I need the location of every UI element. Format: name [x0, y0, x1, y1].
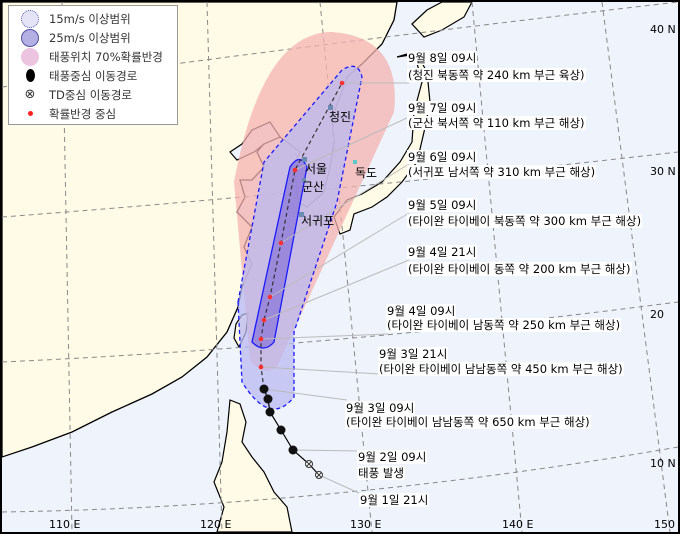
wind-25ms-area: [251, 158, 308, 349]
legend-item: 태풍위치 70%확률반경: [17, 47, 177, 66]
legend-item: ⊗ TD중심 이동경로: [17, 85, 177, 104]
lon-label: 120 E: [200, 518, 232, 531]
center-dot: [258, 364, 264, 370]
forecast-time: 9월 4일 21시: [407, 245, 478, 259]
forecast-desc: 태풍 발생: [357, 466, 405, 480]
city-markers: [299, 105, 357, 217]
lat-label: 30 N: [650, 165, 676, 178]
solid-circle-icon: [21, 28, 39, 47]
forecast-desc: (청진 북동쪽 약 240 km 부근 육상): [407, 68, 586, 82]
forecast-desc: (타이완 타이베이 동쪽 약 200 km 부근 해상): [407, 262, 632, 276]
red-dot-icon: [27, 111, 33, 116]
legend-item: 확률반경 중심: [17, 104, 177, 123]
typhoon-icon: [288, 445, 298, 455]
probability-centers: [258, 80, 345, 370]
lon-label: 140 E: [502, 518, 534, 531]
typhoon-icon: [263, 394, 273, 404]
forecast-time: 9월 1일 21시: [359, 493, 430, 507]
legend-label: 태풍위치 70%확률반경: [49, 49, 163, 64]
forecast-time: 9월 2일 09시: [357, 450, 428, 464]
forecast-desc: (군산 북서쪽 약 110 km 부근 해상): [407, 116, 586, 130]
legend-label: 확률반경 중심: [49, 106, 117, 121]
forecast-time: 9월 7일 09시: [407, 101, 478, 115]
typhoon-icon: [276, 425, 286, 435]
legend: 15m/s 이상범위 25m/s 이상범위 태풍위치 70%확률반경 태풍중심 …: [8, 5, 178, 125]
lat-label: 10 N: [650, 457, 676, 470]
place-gunsan: 군산: [302, 180, 325, 194]
forecast-time: 9월 4일 09시: [386, 304, 457, 318]
legend-label: 15m/s 이상범위: [49, 11, 131, 26]
leader-lines: [260, 82, 410, 495]
dashed-circle-icon: [21, 9, 39, 28]
forecast-desc: (타이완 타이베이 남동쪽 약 250 km 부근 해상): [386, 318, 622, 332]
center-dot: [258, 336, 264, 342]
legend-item: 태풍중심 이동경로: [17, 66, 177, 85]
lon-label: 150: [654, 518, 675, 531]
center-dot: [278, 240, 284, 246]
forecast-time: 9월 8일 09시: [407, 51, 478, 65]
forecast-time: 9월 3일 09시: [345, 401, 416, 415]
legend-item: 25m/s 이상범위: [17, 28, 177, 47]
forecast-time: 9월 3일 21시: [378, 347, 449, 361]
forecast-time: 9월 5일 09시: [407, 198, 478, 212]
forecast-desc: (서귀포 남서쪽 약 310 km 부근 해상): [407, 165, 597, 179]
center-dot: [267, 294, 273, 300]
lat-label: 20: [650, 308, 664, 321]
typhoon-icon: [265, 407, 275, 417]
typhoon-center-icons: [259, 384, 298, 455]
place-seogwipo: 서귀포: [301, 214, 335, 228]
center-dot: [339, 80, 345, 86]
land-hokkaido: [411, 2, 473, 38]
legend-label: TD중심 이동경로: [49, 87, 133, 102]
typhoon-icon: [25, 69, 35, 82]
legend-label: 태풍중심 이동경로: [49, 68, 138, 83]
forecast-track: [260, 82, 343, 390]
lon-label: 110 E: [49, 518, 81, 531]
center-dot: [292, 167, 298, 173]
center-dot: [261, 317, 267, 323]
forecast-time: 9월 6일 09시: [407, 150, 478, 164]
forecast-desc: (타이완 타이베이 남남동쪽 약 450 km 부근 해상): [378, 362, 624, 376]
place-dokdo: 독도: [355, 166, 378, 180]
lat-label: 40 N: [650, 23, 676, 36]
legend-label: 25m/s 이상범위: [49, 30, 131, 45]
legend-item: 15m/s 이상범위: [17, 9, 177, 28]
td-center-icons: [305, 460, 323, 479]
forecast-desc: (타이완 타이베이 남남동쪽 약 650 km 부근 해상): [345, 415, 591, 429]
forecast-desc: (타이완 타이베이 북동쪽 약 300 km 부근 해상): [407, 214, 643, 228]
typhoon-icon: [259, 384, 269, 394]
lon-label: 130 E: [350, 518, 382, 531]
land-philippines: [213, 399, 293, 532]
pink-circle-icon: [21, 47, 39, 66]
place-seoul: 서울: [305, 162, 328, 176]
circled-x-icon: ⊗: [24, 87, 36, 102]
place-cheongjin: 청진: [329, 110, 352, 124]
